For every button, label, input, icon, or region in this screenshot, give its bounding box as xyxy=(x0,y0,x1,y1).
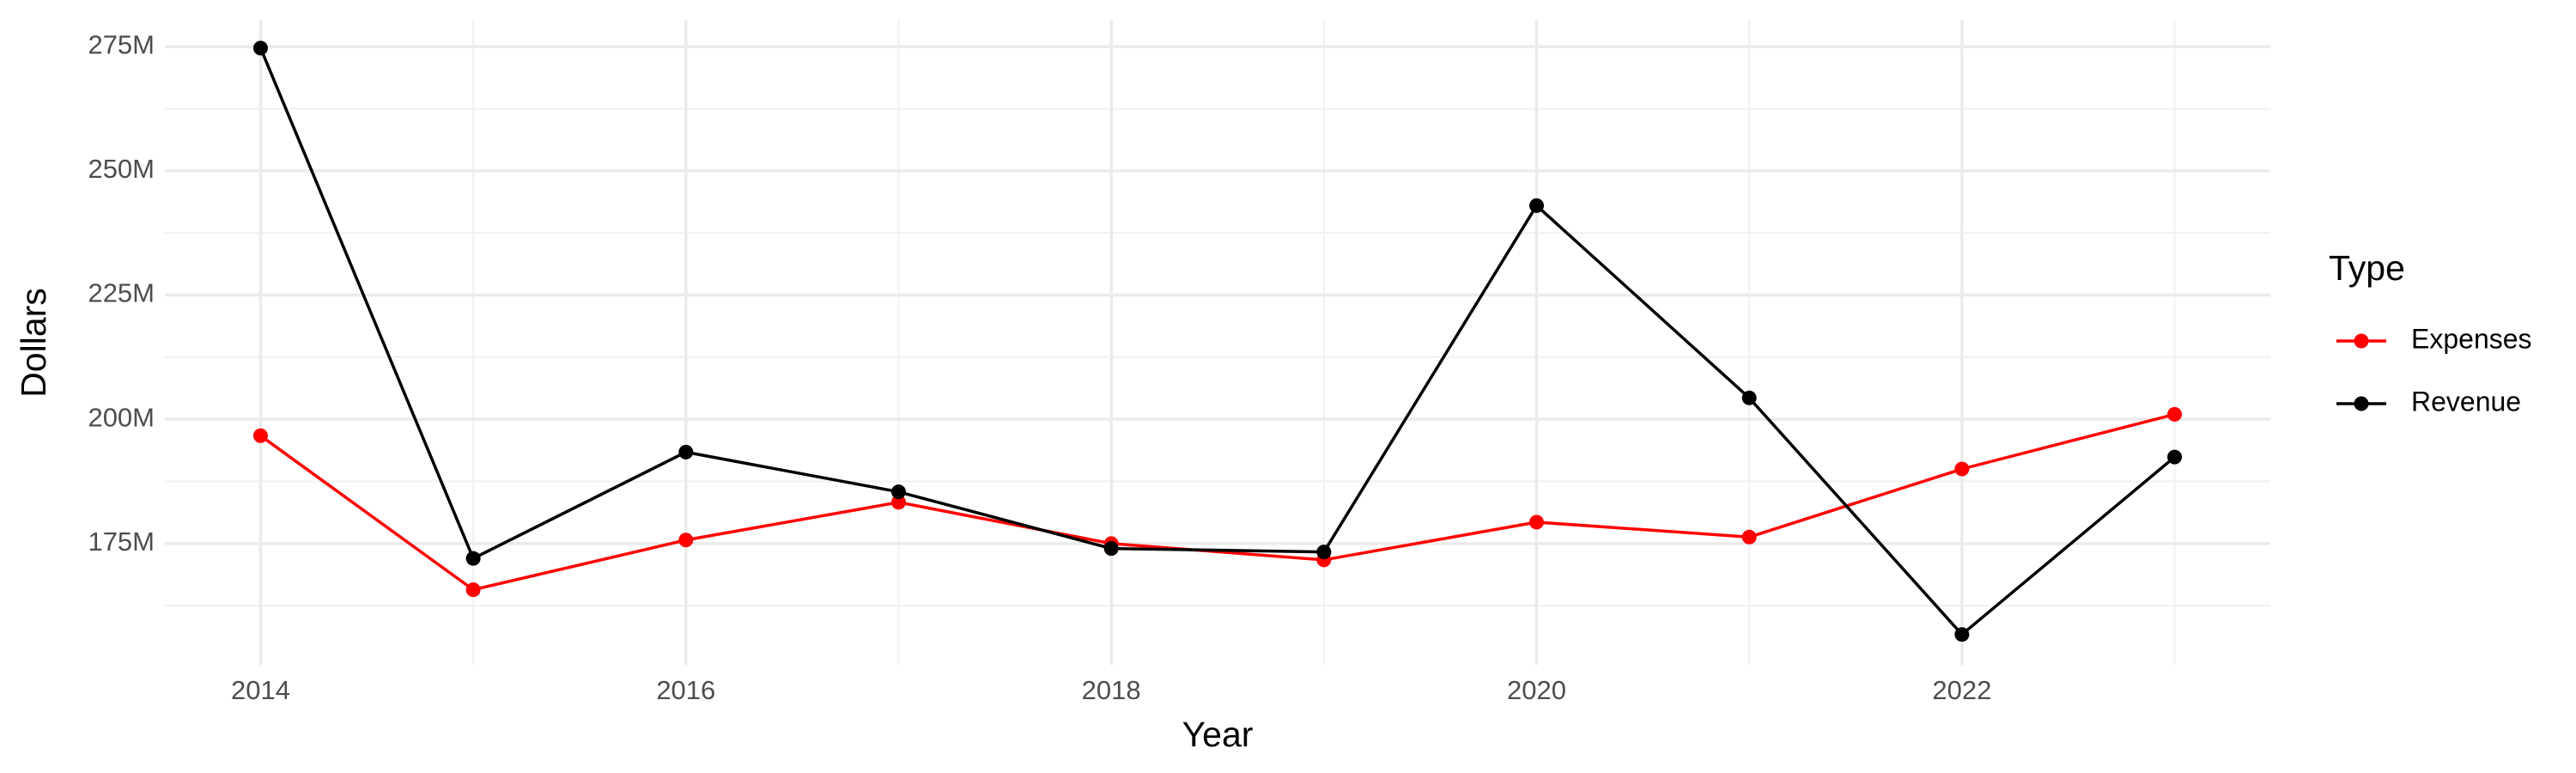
x-tick-label: 2020 xyxy=(1507,675,1566,705)
data-point xyxy=(1103,541,1119,557)
data-point xyxy=(678,444,694,460)
y-tick-label: 250M xyxy=(88,154,155,184)
data-point xyxy=(678,533,694,548)
x-tick-label: 2014 xyxy=(231,675,290,705)
y-tick-label: 200M xyxy=(88,402,155,432)
x-tick-label: 2016 xyxy=(656,675,715,705)
legend-key-point xyxy=(2354,333,2369,349)
x-axis-title: Year xyxy=(1182,715,1254,754)
data-point xyxy=(2167,449,2183,465)
data-point xyxy=(1741,390,1757,405)
data-point xyxy=(1954,627,1970,642)
data-point xyxy=(1529,198,1545,213)
data-point xyxy=(2167,406,2183,422)
data-point xyxy=(252,40,268,56)
data-point xyxy=(465,582,481,598)
x-tick-label: 2022 xyxy=(1932,675,1991,705)
legend-title: Type xyxy=(2329,248,2405,288)
x-tick-label: 2018 xyxy=(1082,675,1141,705)
y-tick-label: 275M xyxy=(88,29,155,59)
legend-label: Expenses xyxy=(2411,323,2532,354)
y-tick-label: 175M xyxy=(88,526,155,557)
y-axis-title: Dollars xyxy=(14,288,53,398)
legend-label: Revenue xyxy=(2411,386,2521,417)
series-line xyxy=(258,47,2176,637)
data-point xyxy=(1954,461,1970,477)
legend-key-point xyxy=(2354,396,2369,411)
data-point xyxy=(1529,514,1545,530)
data-point xyxy=(890,484,906,500)
data-point xyxy=(465,551,481,566)
data-point xyxy=(1316,545,1332,560)
series-line xyxy=(259,412,2175,592)
y-tick-label: 225M xyxy=(88,278,155,308)
data-point xyxy=(890,495,906,510)
data-point xyxy=(252,428,268,443)
data-point xyxy=(1741,529,1757,545)
